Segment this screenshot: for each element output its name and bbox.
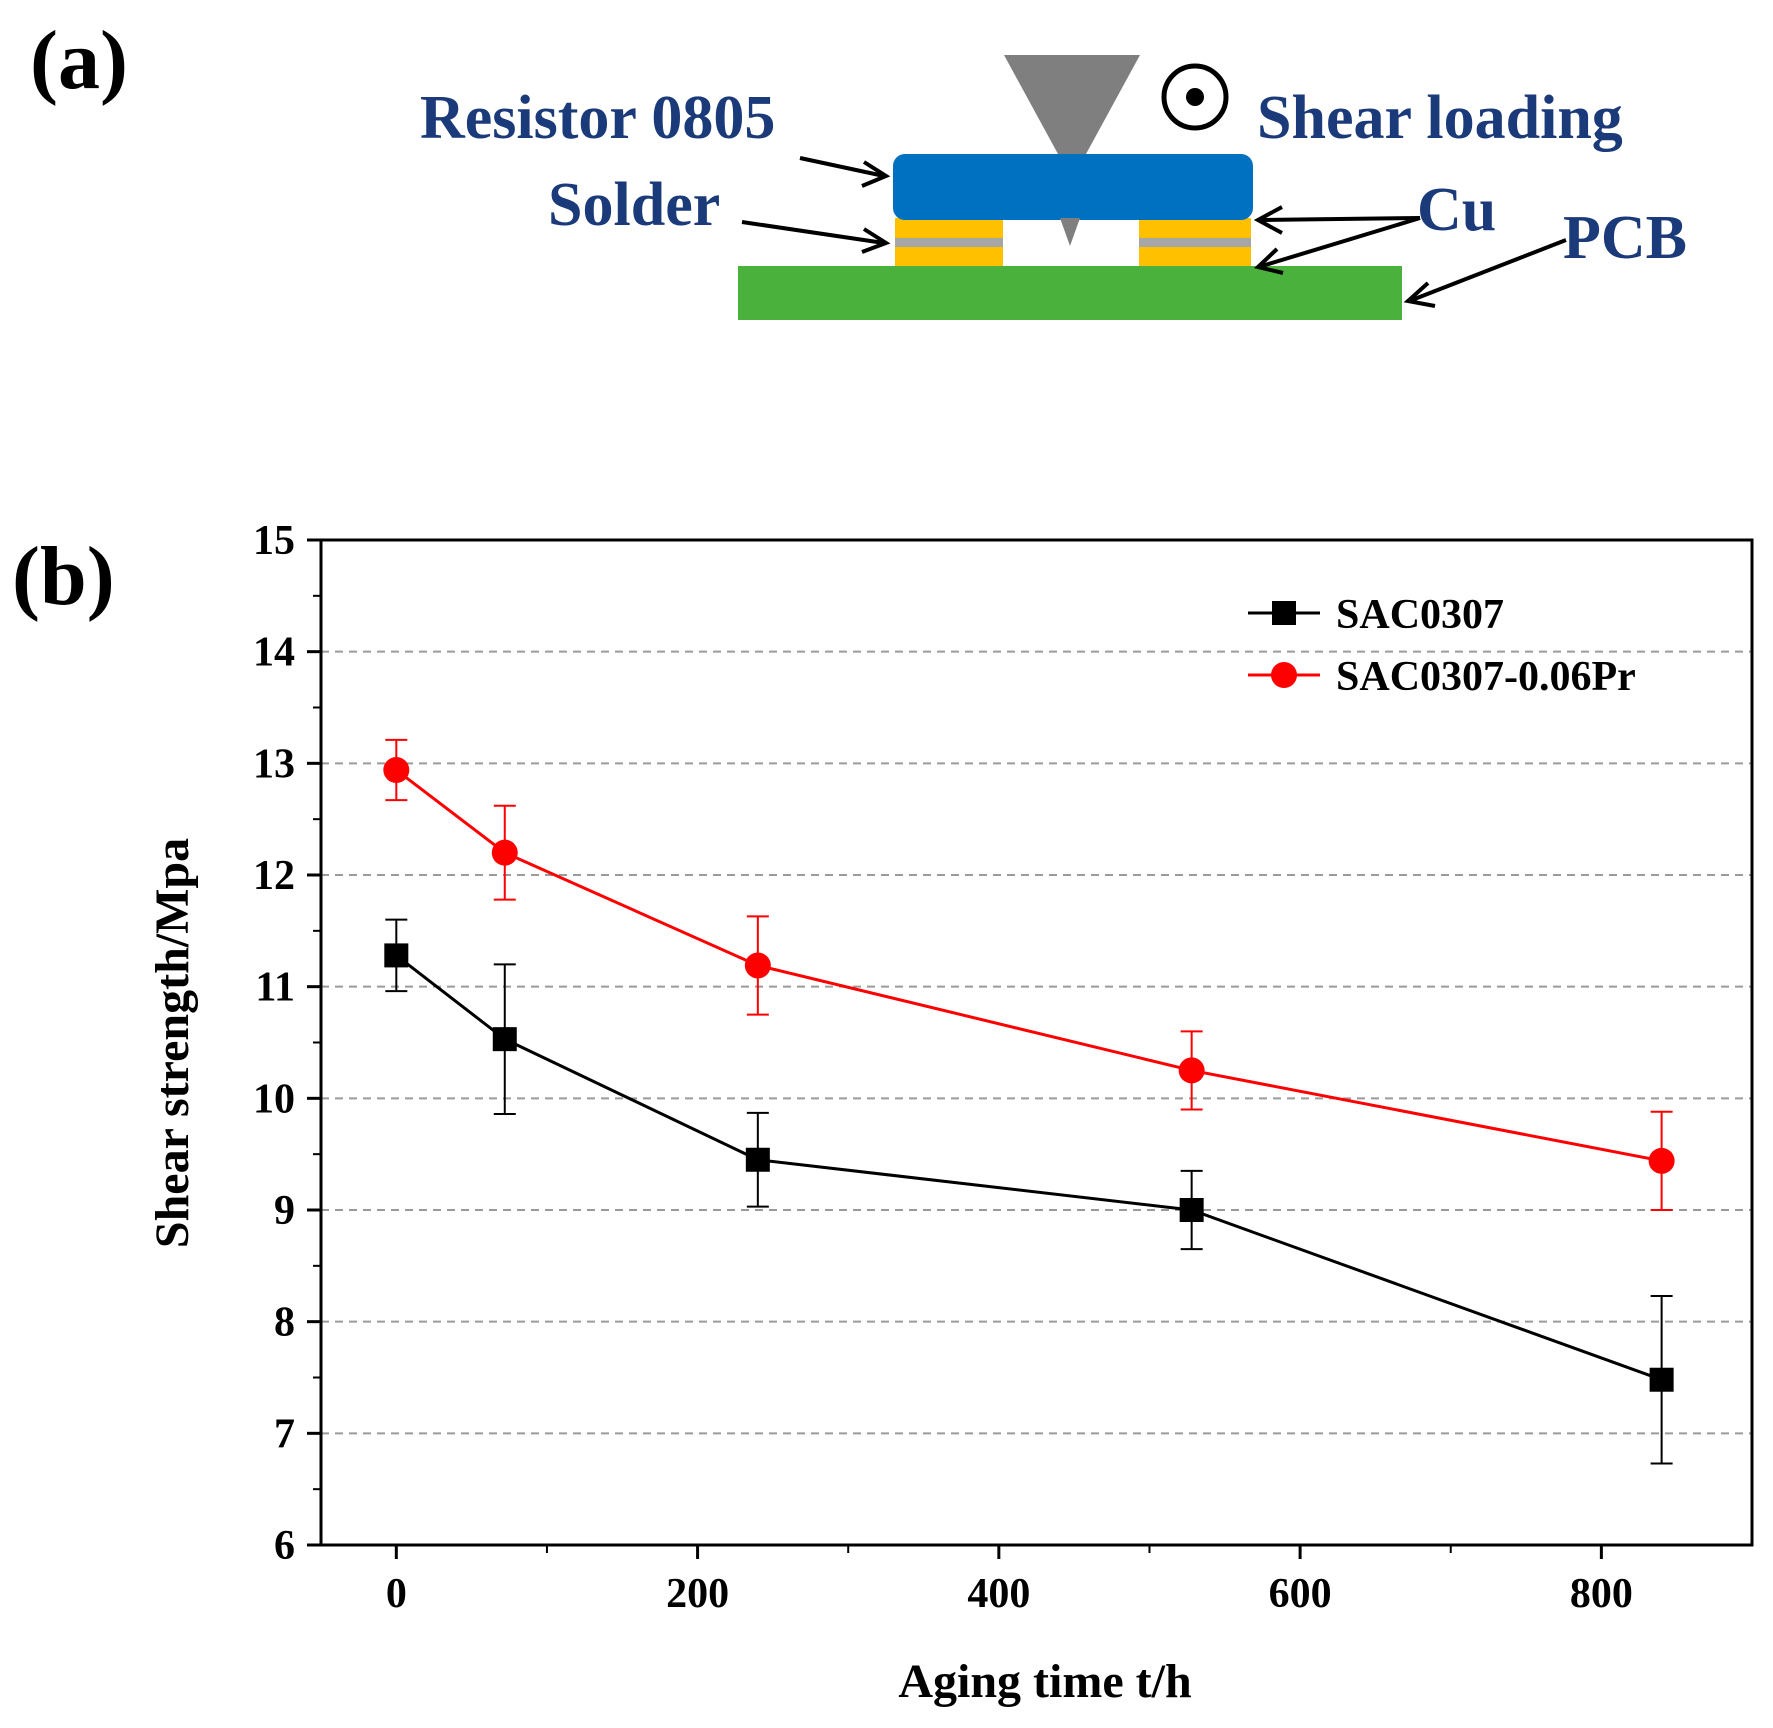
resistor-label: Resistor 0805 [420,84,775,152]
legend-label: SAC0307 [1336,592,1504,638]
data-point [1179,1198,1204,1222]
y-tick-label: 11 [255,965,295,1011]
series-layer [383,738,1675,1465]
y-tick-label: 7 [274,1411,295,1457]
y-tick-label: 8 [274,1300,295,1346]
shear-tool-tip [1060,218,1080,246]
shear-loading-label: Shear loading [1257,84,1623,152]
x-tick-label: 600 [1269,1571,1332,1617]
series-SAC0307 [384,918,1674,1465]
data-point [744,952,771,979]
solder-label: Solder [548,171,720,239]
y-tick-label: 6 [274,1523,295,1569]
pcb-board [738,266,1402,320]
series-SAC0307-0.06Pr [383,738,1675,1211]
resistor-body [893,154,1253,220]
x-tick-label: 0 [386,1571,407,1617]
x-tick-label: 400 [967,1571,1030,1617]
y-tick-label: 12 [253,853,295,899]
x-axis-title: Aging time t/h [898,1655,1191,1708]
panel-b: (b) 6 7 8 9 10 11 12 13 14 15 0 200 400 600 800 Aging … [12,518,1754,1708]
cu-label: Cu [1417,176,1496,244]
data-point [1649,1367,1674,1392]
legend-label: SAC0307-0.06Pr [1336,654,1636,700]
shear-tool [1004,55,1140,154]
y-tick-label: 15 [253,518,295,564]
axis-ticks: 6 7 8 9 10 11 12 13 14 15 0 200 400 600 800 [253,518,1633,1617]
data-point [1178,1057,1205,1084]
data-point [384,943,409,968]
data-point [383,757,410,784]
series-line [395,768,1662,1163]
data-point [492,1027,517,1052]
legend-item: SAC0307 [1248,592,1504,638]
data-point [1648,1147,1675,1174]
data-point [745,1147,770,1172]
legend-marker [1272,601,1296,625]
x-tick-label: 800 [1570,1571,1633,1617]
annotation-arrows [741,156,1567,308]
x-tick-label: 200 [666,1571,729,1617]
left-solder-joint [895,218,1003,266]
series-line [395,954,1663,1382]
pcb-label: PCB [1563,204,1687,272]
data-point [491,839,518,866]
legend-marker [1271,662,1297,688]
panel-b-label: (b) [12,530,115,623]
y-tick-label: 9 [274,1188,295,1234]
out-of-plane-icon [1161,63,1229,131]
panel-a-label: (a) [30,14,128,107]
y-tick-label: 13 [253,741,295,787]
y-axis-title: Shear strength/Mpa [146,838,199,1248]
y-tick-label: 10 [253,1076,295,1122]
legend-item: SAC0307-0.06Pr [1248,654,1636,700]
legend: SAC0307 SAC0307-0.06Pr [1248,592,1636,700]
right-solder-joint [1139,218,1251,266]
panel-a: (a) Resistor 0805 Solder Shear loading C… [30,14,1687,320]
y-tick-label: 14 [253,630,295,676]
grid-lines [321,650,1752,1435]
